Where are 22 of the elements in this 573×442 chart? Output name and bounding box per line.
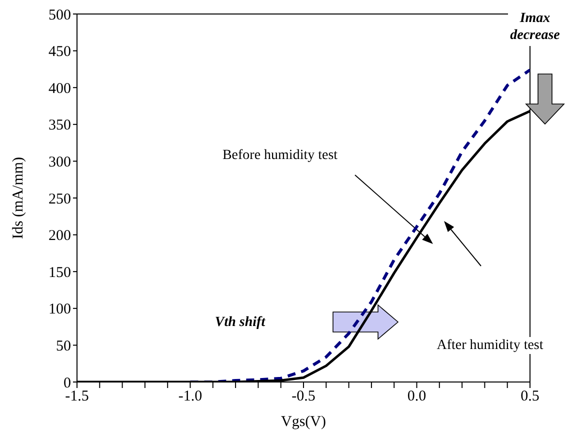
y-tick-label: 300 [48, 154, 71, 171]
annotation: Before humidity test [222, 148, 338, 163]
x-tick-label: -1.5 [65, 388, 89, 405]
y-tick-label: 250 [48, 191, 71, 208]
x-tick-label: 0.5 [520, 388, 540, 405]
annotation: After humidity test [436, 338, 544, 353]
y-tick-label: 450 [48, 44, 71, 60]
y-tick-label: 400 [48, 80, 71, 97]
y-tick-label: 150 [48, 264, 71, 281]
y-axis-title: Ids (mA/mm) [10, 156, 26, 240]
annotation: Vth shift [214, 315, 266, 330]
annotation: Imax decrease [510, 11, 560, 43]
y-tick-label: 50 [56, 338, 71, 355]
y-tick-label: 100 [48, 302, 71, 318]
x-tick-label: -1.0 [178, 388, 202, 405]
x-axis-title: Vgs(V) [281, 414, 326, 430]
y-tick-label: 500 [48, 7, 71, 24]
x-tick-label: -0.5 [292, 388, 316, 405]
y-tick-label: 350 [48, 118, 71, 134]
x-tick-label: 0.0 [407, 388, 426, 405]
y-tick-label: 200 [48, 228, 71, 244]
y-tick-label: 0 [64, 375, 71, 392]
